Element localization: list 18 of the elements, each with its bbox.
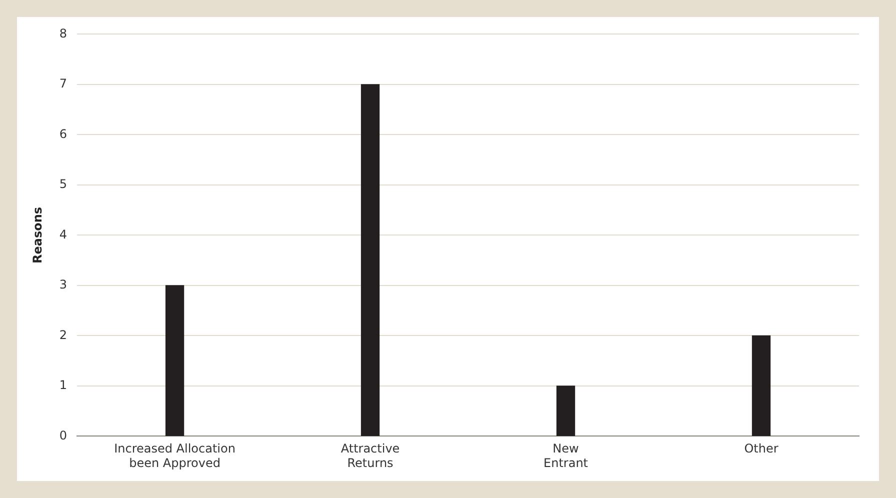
y-tick-label: 1 [59,378,68,392]
y-tick-label: 7 [59,76,68,91]
bar [360,84,380,436]
y-tick-label: 6 [59,126,68,141]
bar [556,386,576,436]
y-axis-title: Reasons [30,206,44,264]
x-tick-label: Other [744,442,778,456]
y-tick-label: 0 [59,428,68,442]
y-tick-label: 8 [59,26,68,40]
y-tick-label: 2 [59,328,68,342]
x-tick-label: Increased Allocation been Approved [114,442,236,470]
y-tick-label: 3 [59,278,68,292]
x-tick-label: Attractive Returns [340,442,400,470]
bar [165,285,184,436]
y-tick-label: 5 [59,177,68,192]
x-tick-label: New Entrant [544,442,588,470]
bar [752,335,771,436]
y-tick-label: 4 [59,227,68,242]
